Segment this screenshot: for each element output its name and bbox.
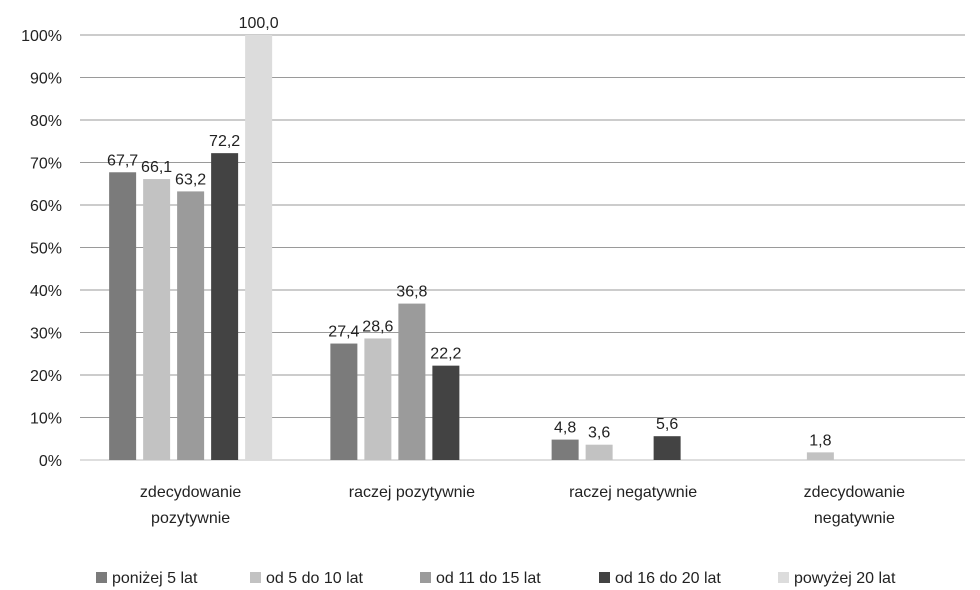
legend-label: od 5 do 10 lat — [266, 570, 364, 587]
bar — [806, 452, 834, 460]
category-label: negatywnie — [814, 510, 895, 527]
y-tick-label: 50% — [30, 241, 62, 258]
category-label: zdecydowanie — [140, 484, 242, 501]
legend: poniżej 5 lat od 5 do 10 lat od 11 do 15 l… — [96, 570, 896, 587]
y-tick-label: 70% — [30, 156, 62, 173]
category-label: zdecydowanie — [804, 484, 906, 501]
data-label: 63,2 — [175, 171, 206, 188]
y-tick-label: 40% — [30, 283, 62, 300]
bars — [109, 35, 834, 460]
y-axis-tick-labels: 0% 10% 20% 30% 40% 50% 60% 70% 80% 90% 100% — [21, 28, 62, 470]
data-label: 5,6 — [656, 416, 678, 433]
data-label: 100,0 — [239, 15, 279, 32]
legend-swatch — [96, 572, 107, 583]
legend-swatch — [599, 572, 610, 583]
bar — [432, 365, 460, 460]
data-label: 67,7 — [107, 152, 138, 169]
data-label: 3,6 — [588, 425, 610, 442]
data-label: 4,8 — [554, 420, 576, 437]
category-label: raczej negatywnie — [569, 484, 697, 501]
y-tick-label: 80% — [30, 113, 62, 130]
legend-label: powyżej 20 lat — [794, 570, 896, 587]
bar — [330, 343, 358, 460]
legend-label: od 16 do 20 lat — [615, 570, 721, 587]
data-label: 28,6 — [362, 318, 393, 335]
bar — [177, 191, 205, 460]
category-label: raczej pozytywnie — [349, 484, 475, 501]
y-tick-label: 10% — [30, 411, 62, 428]
legend-label: od 11 do 15 lat — [436, 570, 541, 587]
data-label: 1,8 — [809, 432, 831, 449]
category-labels: zdecydowanie pozytywnie raczej pozytywnie r… — [140, 484, 905, 527]
y-tick-label: 60% — [30, 198, 62, 215]
bar — [551, 439, 579, 460]
bar — [109, 172, 137, 460]
y-tick-label: 30% — [30, 326, 62, 343]
data-label: 27,4 — [328, 324, 359, 341]
category-label: pozytywnie — [151, 510, 230, 527]
y-tick-label: 90% — [30, 71, 62, 88]
data-label: 66,1 — [141, 159, 172, 176]
legend-label: poniżej 5 lat — [112, 570, 198, 587]
data-label: 72,2 — [209, 133, 240, 150]
bar — [143, 179, 171, 460]
bar — [211, 153, 239, 460]
bar — [585, 444, 613, 460]
bar — [398, 303, 426, 460]
bar — [364, 338, 392, 460]
y-tick-label: 0% — [39, 453, 62, 470]
legend-swatch — [778, 572, 789, 583]
y-tick-label: 100% — [21, 28, 62, 45]
bar — [245, 35, 273, 460]
y-tick-label: 20% — [30, 368, 62, 385]
legend-swatch — [420, 572, 431, 583]
bar — [653, 436, 681, 460]
legend-swatch — [250, 572, 261, 583]
data-label: 22,2 — [430, 346, 461, 363]
data-labels: 67,7 66,163,2 72,2 100,0 27,4 28,636,8 22,2 4,8… — [107, 15, 832, 449]
data-label: 36,8 — [396, 284, 427, 301]
